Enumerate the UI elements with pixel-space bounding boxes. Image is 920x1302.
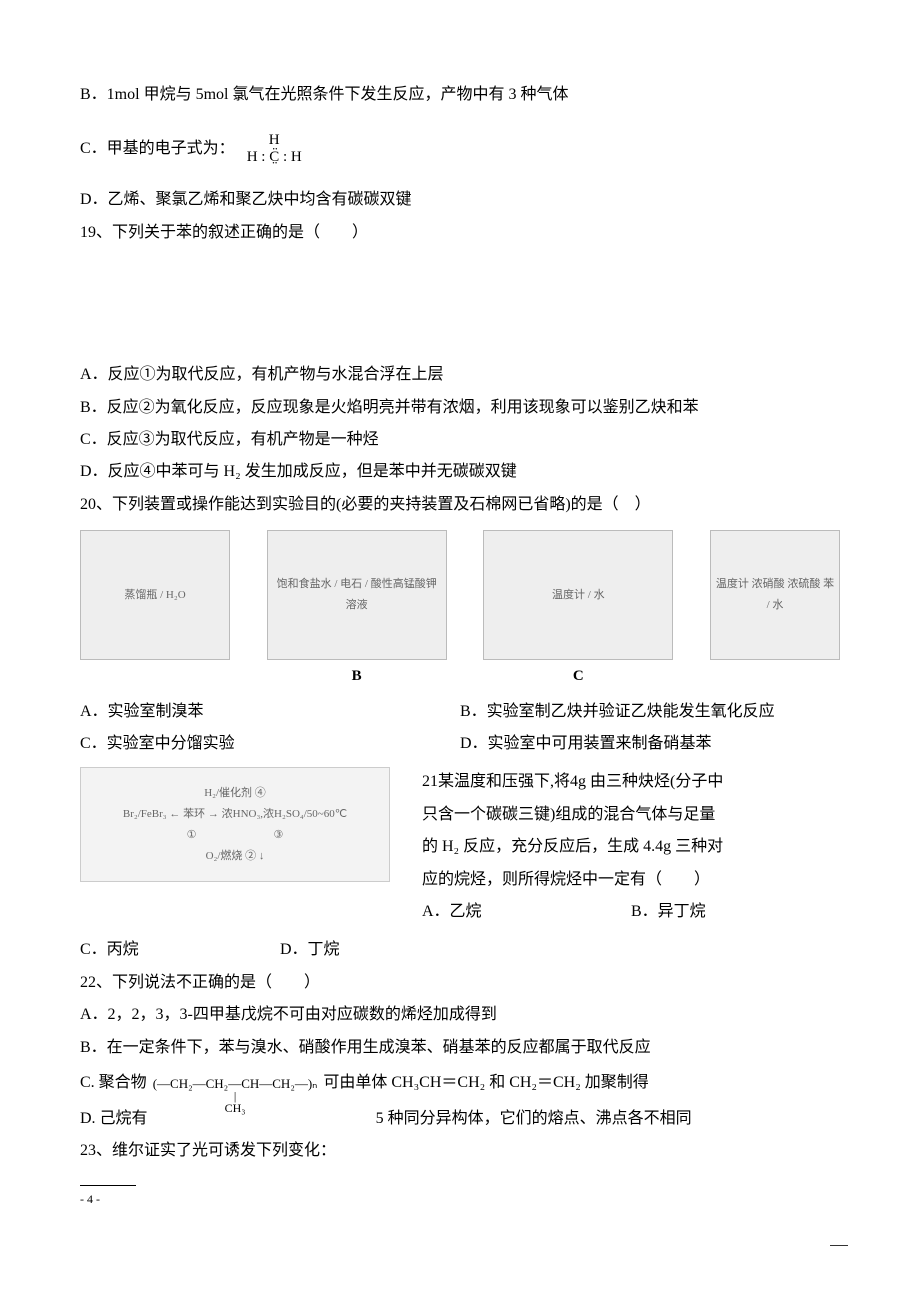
q20-options-row2: C．实验室中分馏实验 D．实验室中可用装置来制备硝基苯 [80, 729, 840, 761]
figure-c-label: C [573, 662, 584, 691]
q20-options-row1: A．实验室制溴苯 B．实验室制乙炔并验证乙炔能发生氧化反应 [80, 697, 840, 729]
q18-option-b: B．1mol 甲烷与 5mol 氯气在光照条件下发生反应，产物中有 3 种气体 [80, 80, 840, 110]
page-number: - 4 - [80, 1188, 840, 1211]
apparatus-a-image: 蒸馏瓶 / H₂O [80, 530, 230, 660]
methyl-lewis-structure: H H : C̤̈ : H [247, 132, 302, 165]
q19-option-d: D．反应④中苯可与 H₂ 发生加成反应，但是苯中并无碳碳双键 [80, 457, 840, 487]
q20-figure-d: 温度计 浓硝酸 浓硫酸 苯 / 水 [710, 530, 840, 660]
polymer-structure: (―CH₂―CH₂―CH―CH₂―)ₙ | CH₃ [153, 1077, 318, 1114]
apparatus-b-image: 饱和食盐水 / 电石 / 酸性高锰酸钾溶液 [267, 530, 447, 660]
q20-option-c: C．实验室中分馏实验 [80, 729, 460, 759]
apparatus-d-image: 温度计 浓硝酸 浓硫酸 苯 / 水 [710, 530, 840, 660]
q20-option-d: D．实验室中可用装置来制备硝基苯 [460, 729, 840, 759]
figure-b-label: B [352, 662, 362, 691]
q18-option-c: C．甲基的电子式为： H H : C̤̈ : H [80, 132, 840, 165]
q21-options-ab: A．乙烷 B．异丁烷 [422, 897, 840, 927]
q19-option-b: B．反应②为氧化反应，反应现象是火焰明亮并带有浓烟，利用该现象可以鉴别乙炔和苯 [80, 393, 840, 423]
q18-option-d: D．乙烯、聚氯乙烯和聚乙炔中均含有碳碳双键 [80, 185, 840, 215]
right-margin-mark [830, 1245, 848, 1246]
q20-figure-row: 蒸馏瓶 / H₂O 饱和食盐水 / 电石 / 酸性高锰酸钾溶液 B 温度计 / … [80, 530, 840, 691]
q21-options-cd: C．丙烷 D．丁烷 [80, 935, 840, 965]
q21-block: H₂/催化剂 ④ Br₂/FeBr₃ ← 苯环 → 浓HNO₃,浓H₂SO₄/5… [80, 767, 840, 929]
q21-option-b: B．异丁烷 [631, 897, 840, 927]
q22-option-d-pre: D. 己烷有 [80, 1110, 148, 1127]
q21-option-a: A．乙烷 [422, 897, 631, 927]
q20-stem: 20、下列装置或操作能达到实验目的(必要的夹持装置及石棉网已省略)的是（ ） [80, 490, 840, 520]
q21-stem-line4: 应的烷烃，则所得烷烃中一定有（ ） [422, 865, 840, 895]
q20-figure-b: 饱和食盐水 / 电石 / 酸性高锰酸钾溶液 B [267, 530, 447, 691]
benzene-reaction-scheme: H₂/催化剂 ④ Br₂/FeBr₃ ← 苯环 → 浓HNO₃,浓H₂SO₄/5… [80, 767, 390, 882]
q21-stem-line1: 21某温度和压强下,将4g 由三种炔烃(分子中 [422, 767, 840, 797]
q20-option-b: B．实验室制乙炔并验证乙炔能发生氧化反应 [460, 697, 840, 727]
footer-rule [80, 1185, 136, 1186]
q18-option-c-label: C．甲基的电子式为： [80, 134, 235, 164]
q20-figure-a: 蒸馏瓶 / H₂O [80, 530, 230, 660]
q19-option-c: C．反应③为取代反应，有机产物是一种烃 [80, 425, 840, 455]
q22-option-a: A．2，2，3，3-四甲基戊烷不可由对应碳数的烯烃加成得到 [80, 1000, 840, 1030]
q21-stem-line2: 只含一个碳碳三键)组成的混合气体与足量 [422, 800, 840, 830]
q21-option-d: D．丁烷 [280, 935, 340, 965]
q22-option-c: C. 聚合物 (―CH₂―CH₂―CH―CH₂―)ₙ | CH₃ 可由单体 CH… [80, 1065, 649, 1102]
q22-option-d-post: 5 种同分异构体，它们的熔点、沸点各不相同 [376, 1110, 692, 1127]
q23-stem: 23、维尔证实了光可诱发下列变化： [80, 1136, 840, 1166]
q21-stem-line3: 的 H₂ 反应，充分反应后，生成 4.4g 三种对 [422, 832, 840, 862]
q20-option-a: A．实验室制溴苯 [80, 697, 460, 727]
q22-option-c-post: 可由单体 CH₃CH＝CH₂ 和 CH₂＝CH₂ 加聚制得 [323, 1068, 648, 1098]
q20-figure-c: 温度计 / 水 C [483, 530, 673, 691]
q22-option-c-pre: C. 聚合物 [80, 1068, 147, 1098]
q21-option-c: C．丙烷 [80, 935, 280, 965]
q19-stem: 19、下列关于苯的叙述正确的是（ ） [80, 218, 840, 248]
apparatus-c-image: 温度计 / 水 [483, 530, 673, 660]
q22-stem: 22、下列说法不正确的是（ ） [80, 968, 840, 998]
q19-option-a: A．反应①为取代反应，有机产物与水混合浮在上层 [80, 360, 840, 390]
q22-option-b: B．在一定条件下，苯与溴水、硝酸作用生成溴苯、硝基苯的反应都属于取代反应 [80, 1033, 840, 1063]
